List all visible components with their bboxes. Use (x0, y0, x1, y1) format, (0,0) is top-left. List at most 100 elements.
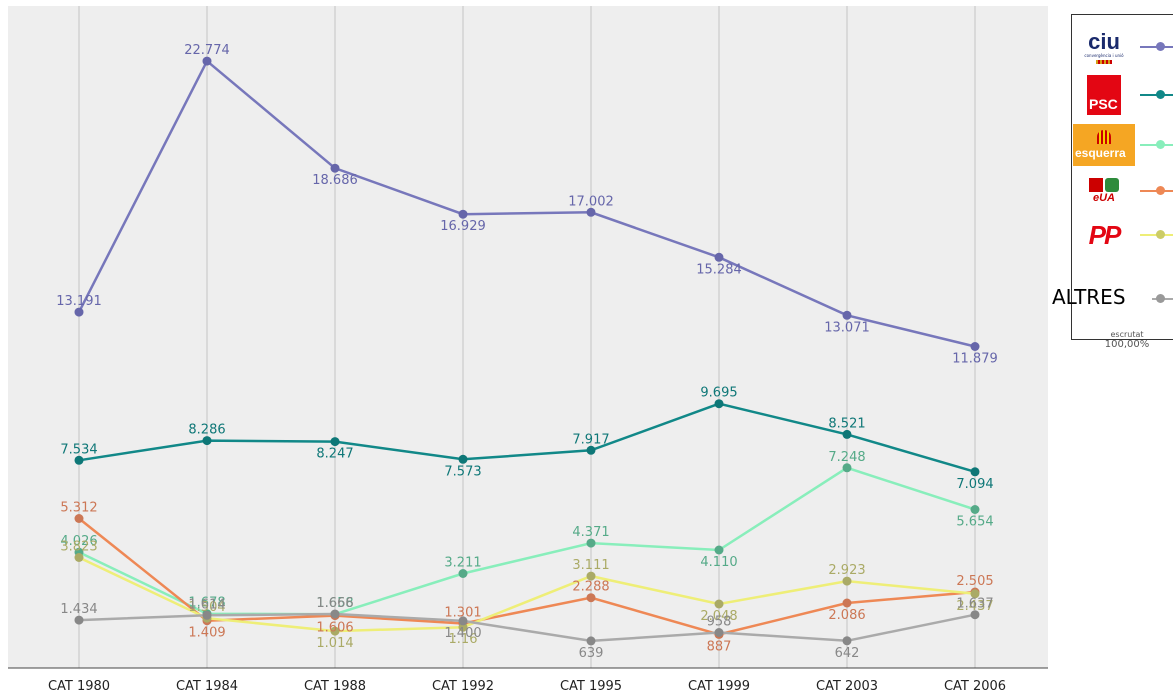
data-point[interactable] (970, 610, 980, 620)
data-label: 642 (835, 646, 860, 661)
data-label: 1.16 (449, 632, 478, 647)
data-label: 1.014 (316, 636, 353, 651)
series-psc (74, 399, 980, 477)
data-point[interactable] (842, 463, 852, 473)
data-label: 1.658 (316, 596, 353, 611)
data-point[interactable] (714, 628, 724, 637)
data-point[interactable] (458, 622, 468, 632)
data-point[interactable] (202, 436, 212, 446)
x-tick-label: CAT 1999 (688, 679, 750, 694)
esquerra-logo-text: esquerra (1075, 146, 1126, 160)
data-label: 8.286 (188, 423, 225, 438)
data-point[interactable] (586, 593, 596, 603)
data-point[interactable] (970, 589, 980, 599)
psc-logo-text: PSC (1089, 96, 1118, 112)
data-point[interactable] (586, 207, 596, 217)
data-label: 887 (707, 639, 732, 654)
data-point[interactable] (714, 599, 724, 609)
data-label: 7.094 (956, 477, 993, 492)
series-ciu (74, 56, 980, 351)
data-label: 3.211 (444, 556, 481, 571)
data-label: 2.288 (572, 580, 609, 595)
data-point[interactable] (74, 553, 84, 562)
data-point[interactable] (74, 307, 84, 317)
data-label: 15.284 (696, 262, 742, 277)
data-point[interactable] (458, 569, 468, 578)
data-point[interactable] (586, 445, 596, 455)
data-label: 4.110 (700, 555, 737, 570)
data-point[interactable] (714, 399, 724, 409)
data-point[interactable] (970, 342, 980, 351)
data-point[interactable] (74, 455, 84, 465)
data-label: 7.573 (444, 464, 481, 479)
legend-item-ciu[interactable]: ciu convergència i unió (1072, 25, 1173, 69)
data-point[interactable] (330, 626, 340, 636)
data-point[interactable] (74, 615, 84, 625)
data-label: 1.409 (188, 626, 225, 641)
line-chart: 13.191 22.774 18.686 16.929 17.002 15.284 13.0… (8, 6, 1048, 694)
data-point[interactable] (586, 538, 596, 548)
data-label: 2.923 (828, 563, 865, 578)
data-point[interactable] (842, 429, 852, 439)
data-point[interactable] (970, 467, 980, 477)
data-label: 2.437 (956, 599, 993, 614)
data-point[interactable] (842, 636, 852, 646)
pp-logo: PP (1072, 213, 1136, 257)
x-tick-label: CAT 1995 (560, 679, 622, 694)
data-point[interactable] (458, 616, 468, 626)
data-label: 8.247 (316, 447, 353, 462)
eua-logo-text: eUA (1092, 192, 1115, 204)
data-point[interactable] (458, 454, 468, 464)
legend: ciu convergència i unió PSC esquerra (1052, 14, 1173, 340)
series-line (78, 556, 976, 633)
data-label: 8.521 (828, 416, 865, 431)
legend-item-esquerra[interactable]: esquerra (1072, 123, 1173, 167)
data-label: 1.637 (956, 597, 993, 612)
data-label: 7.534 (60, 442, 97, 457)
plot-background (8, 6, 1048, 668)
legend-item-psc[interactable]: PSC (1072, 73, 1173, 117)
ciu-logo: ciu convergència i unió (1072, 25, 1136, 69)
data-point[interactable] (970, 505, 980, 514)
data-point[interactable] (586, 571, 596, 581)
legend-marker-esquerra (1156, 140, 1165, 149)
data-point[interactable] (842, 598, 852, 608)
data-label: 7.248 (828, 450, 865, 465)
data-point[interactable] (202, 610, 212, 620)
legend-item-pp[interactable]: PP (1072, 213, 1173, 257)
data-label: 11.879 (952, 352, 998, 367)
data-label: 16.929 (440, 219, 486, 234)
data-point[interactable] (330, 437, 340, 447)
legend-item-eua[interactable]: eUA (1072, 169, 1173, 213)
x-tick-label: CAT 2003 (816, 679, 878, 694)
data-point[interactable] (842, 576, 852, 586)
eua-logo-right-block (1105, 178, 1119, 192)
data-point[interactable] (842, 310, 852, 320)
data-label: 639 (579, 646, 604, 661)
data-label: 1.400 (444, 626, 481, 641)
data-point[interactable] (714, 252, 724, 262)
data-point[interactable] (458, 209, 468, 219)
data-point[interactable] (74, 514, 84, 523)
eua-logo-left-block (1089, 178, 1103, 192)
data-point[interactable] (714, 545, 724, 555)
esquerra-logo: esquerra (1072, 123, 1136, 167)
psc-logo: PSC (1072, 73, 1136, 117)
data-label: 1.301 (444, 606, 481, 621)
series-line (78, 612, 976, 643)
pp-logo-text: PP (1088, 219, 1122, 250)
legend-item-altres[interactable]: ALTRES (1052, 277, 1173, 321)
data-point[interactable] (330, 163, 340, 173)
data-label: 1.678 (188, 596, 225, 611)
altres-label: ALTRES (1052, 285, 1126, 309)
data-label: 13.191 (56, 294, 102, 309)
x-tick-labels: CAT 1980 CAT 1984 CAT 1988 CAT 1992 CAT 1995… (48, 679, 1006, 694)
data-point[interactable] (202, 56, 212, 66)
data-point[interactable] (586, 636, 596, 646)
data-label: 3.111 (572, 558, 609, 573)
series-line (77, 59, 976, 348)
ciu-logo-text: ciu (1088, 28, 1120, 54)
data-point[interactable] (330, 609, 340, 619)
x-tick-label: CAT 1980 (48, 679, 110, 694)
series-line (78, 466, 976, 616)
